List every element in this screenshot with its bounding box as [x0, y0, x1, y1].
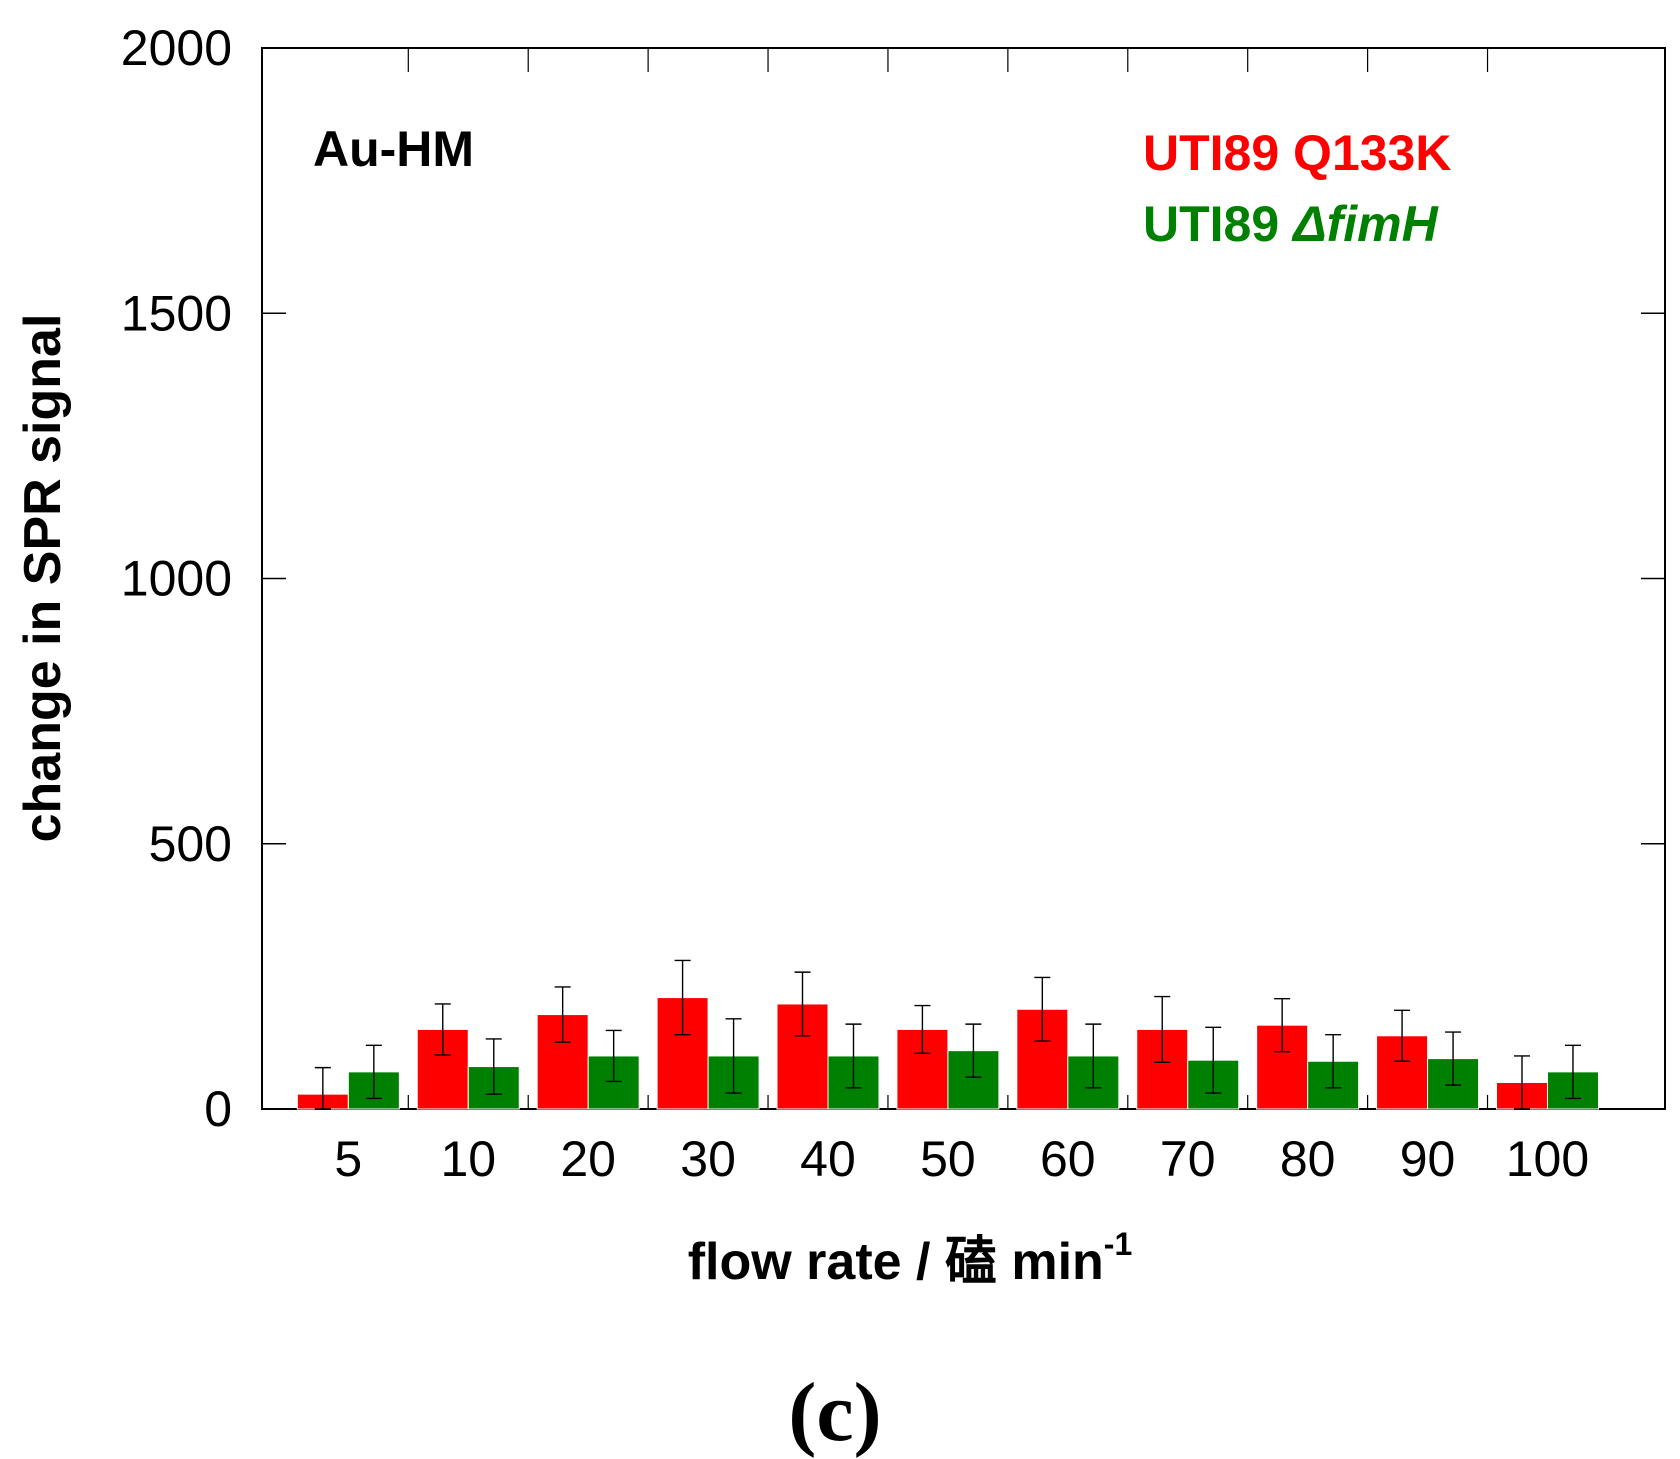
y-tick-label: 1500 — [121, 285, 232, 341]
figure-caption: (c) — [788, 1366, 881, 1459]
bar-series-layer — [296, 997, 1599, 1110]
x-axis-label-superscript: -1 — [1104, 1226, 1132, 1262]
legend-entry-q133k: UTI89 Q133K — [1143, 125, 1451, 181]
x-tick-label: 30 — [680, 1131, 736, 1187]
y-tick-label: 500 — [149, 816, 232, 872]
error-bars-layer — [314, 959, 1581, 1110]
x-tick-label: 80 — [1280, 1131, 1336, 1187]
legend-entry-fimh-gene: ΔfimH — [1291, 196, 1439, 252]
y-axis-label: change in SPR signal — [14, 314, 72, 843]
x-tick-label: 50 — [920, 1131, 976, 1187]
panel-label: Au-HM — [313, 121, 474, 177]
x-tick-label: 20 — [560, 1131, 616, 1187]
x-tick-label: 90 — [1400, 1131, 1456, 1187]
x-tick-label: 70 — [1160, 1131, 1216, 1187]
y-tick-label: 0 — [204, 1081, 232, 1137]
y-tick-label: 2000 — [121, 20, 232, 76]
axis-ticks — [262, 47, 1665, 1110]
legend-entry-fimh: UTI89 ΔfimH — [1143, 196, 1439, 252]
x-tick-labels: 5 10 20 30 40 50 60 70 80 90 100 — [334, 1131, 1589, 1187]
y-tick-label: 1000 — [121, 551, 232, 607]
x-tick-label: 100 — [1506, 1131, 1589, 1187]
x-axis-label: flow rate / 磕 min-1 — [688, 1226, 1133, 1291]
x-tick-label: 10 — [440, 1131, 496, 1187]
x-axis-label-main: flow rate / 磕 min — [688, 1233, 1104, 1291]
legend: UTI89 Q133K UTI89 ΔfimH — [1143, 125, 1451, 252]
plot-frame — [261, 47, 1666, 1110]
x-tick-label: 60 — [1040, 1131, 1096, 1187]
x-tick-label: 40 — [800, 1131, 856, 1187]
y-tick-labels: 0 500 1000 1500 2000 — [121, 20, 232, 1137]
x-tick-label: 5 — [334, 1131, 362, 1187]
legend-entry-fimh-prefix: UTI89 — [1143, 196, 1293, 252]
